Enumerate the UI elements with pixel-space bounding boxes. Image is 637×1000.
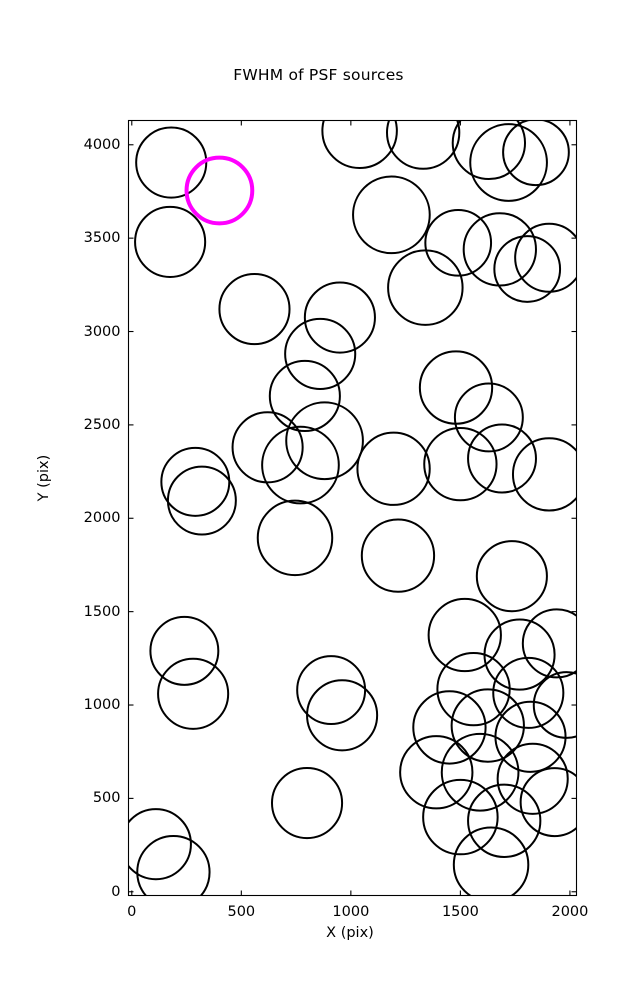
- psf-source-circle: [256, 499, 334, 577]
- psf-source-circle: [450, 688, 525, 763]
- psf-source-circle: [514, 222, 577, 293]
- psf-source-circle: [467, 423, 537, 494]
- psf-source-circle: [496, 742, 569, 815]
- psf-source-circle: [352, 175, 431, 255]
- x-tick-label: 1500: [441, 903, 479, 920]
- y-tick-label: 0: [111, 883, 121, 900]
- psf-source-circle: [135, 126, 208, 199]
- psf-source-circle: [270, 767, 344, 840]
- psf-source-circle: [519, 767, 577, 838]
- psf-source-circle: [475, 540, 548, 613]
- y-tick-label: 2000: [83, 510, 121, 527]
- y-axis-label: Y (pix): [36, 454, 52, 502]
- psf-source-circle: [493, 235, 562, 303]
- psf-source-circle: [284, 317, 357, 390]
- psf-source-circle: [303, 281, 376, 354]
- psf-source-circle: [360, 518, 436, 593]
- axis-ticks: [128, 120, 577, 896]
- y-tick-label: 4000: [83, 136, 121, 153]
- page-title: FWHM of PSF sources: [233, 66, 404, 84]
- psf-source-circle: [467, 783, 542, 858]
- psf-source-circle: [261, 425, 340, 505]
- psf-source-circle: [427, 597, 502, 673]
- psf-source-circle: [451, 120, 527, 181]
- psf-source-circle: [268, 359, 341, 433]
- psf-source-circle: [436, 651, 511, 727]
- psf-source-circle: [422, 778, 499, 856]
- x-tick-label: 0: [127, 903, 137, 920]
- psf-source-circle: [387, 249, 464, 326]
- x-axis-label: X (pix): [326, 925, 374, 941]
- psf-source-circle: [453, 382, 524, 453]
- psf-source-circle: [134, 205, 207, 278]
- y-tick-label: 1500: [83, 603, 121, 620]
- psf-source-circle: [399, 735, 474, 810]
- psf-source-circle: [440, 732, 520, 812]
- psf-source-circle: [149, 615, 220, 686]
- psf-source-circle: [321, 120, 398, 169]
- psf-source-circle: [502, 120, 570, 187]
- y-tick-label: 3000: [83, 323, 121, 340]
- psf-source-circle: [532, 671, 577, 739]
- psf-source-circle: [136, 835, 211, 896]
- psf-source-circle: [511, 437, 577, 512]
- y-tick-label: 3500: [83, 230, 121, 247]
- psf-source-circle: [231, 411, 304, 484]
- psf-source-circle: [521, 608, 577, 679]
- psf-source-circle: [469, 123, 548, 202]
- highlighted-source-circle: [184, 155, 255, 226]
- psf-source-circle: [386, 120, 461, 170]
- psf-source-circle: [452, 826, 530, 896]
- psf-source-circle: [423, 426, 498, 502]
- axes-border: [127, 119, 578, 897]
- psf-source-circles: [128, 120, 577, 896]
- x-tick-label: 2000: [551, 903, 589, 920]
- psf-source-circle: [128, 808, 192, 881]
- y-tick-label: 1000: [83, 697, 121, 714]
- psf-source-circle: [160, 446, 231, 517]
- psf-source-circle: [424, 208, 493, 277]
- axes-frame: [127, 119, 578, 897]
- psf-source-circle: [218, 273, 291, 346]
- x-tick-label: 500: [227, 903, 256, 920]
- y-tick-label: 2500: [83, 416, 121, 433]
- x-tick-label: 1000: [332, 903, 370, 920]
- psf-source-circle: [412, 690, 487, 765]
- psf-source-circle: [306, 679, 379, 752]
- psf-source-circle: [356, 431, 431, 506]
- psf-source-circle: [492, 656, 565, 729]
- psf-source-circle: [157, 657, 230, 730]
- psf-source-circle: [285, 401, 364, 481]
- y-tick-label: 500: [92, 790, 121, 807]
- psf-source-circle: [166, 465, 237, 536]
